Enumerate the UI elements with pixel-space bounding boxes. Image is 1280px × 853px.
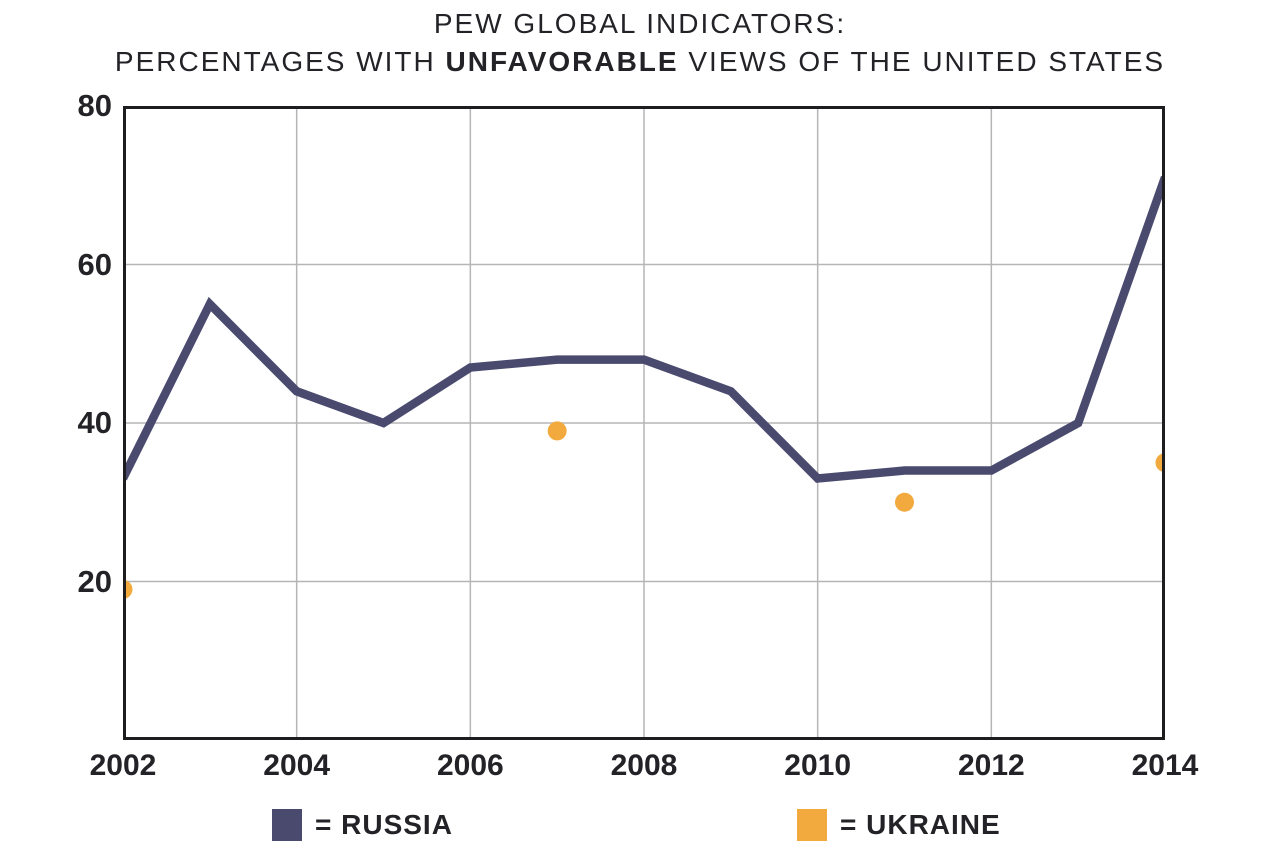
x-tick-label: 2012 (957, 749, 1025, 782)
plot-canvas (123, 106, 1165, 740)
ukraine-dot (547, 421, 567, 441)
russia-legend-label: = RUSSIA (315, 809, 453, 840)
x-tick-label: 2002 (89, 749, 157, 782)
plot-border (123, 106, 1165, 740)
chart-title-line2: PERCENTAGES WITH UNFAVORABLE VIEWS OF TH… (0, 43, 1280, 81)
y-tick-label: 60 (77, 246, 112, 282)
y-tick-label: 20 (77, 563, 112, 599)
plot-area (123, 106, 1165, 740)
x-tick-label: 2008 (610, 749, 678, 782)
title-line2-prefix: PERCENTAGES WITH (114, 46, 446, 77)
russia-line (123, 175, 1165, 483)
legend-item-russia: = RUSSIA (272, 806, 453, 844)
title-line2-suffix: VIEWS OF THE UNITED STATES (678, 46, 1166, 77)
chart-title-line1: PEW GLOBAL INDICATORS: (433, 8, 847, 39)
x-tick-label: 2014 (1131, 749, 1199, 782)
chart-title: PEW GLOBAL INDICATORS: PERCENTAGES WITH … (0, 5, 1280, 81)
x-tick-label: 2006 (436, 749, 504, 782)
x-tick-label: 2004 (263, 749, 331, 782)
legend-item-ukraine: = UKRAINE (797, 806, 1001, 844)
russia-swatch (272, 809, 302, 841)
title-line2-emphasis: UNFAVORABLE (445, 46, 679, 77)
ukraine-legend-label: = UKRAINE (840, 809, 1001, 840)
ukraine-dot (895, 492, 914, 512)
y-tick-label: 80 (77, 88, 112, 123)
y-tick-label: 40 (77, 405, 112, 440)
ukraine-swatch (797, 809, 827, 841)
x-tick-label: 2010 (784, 749, 852, 782)
